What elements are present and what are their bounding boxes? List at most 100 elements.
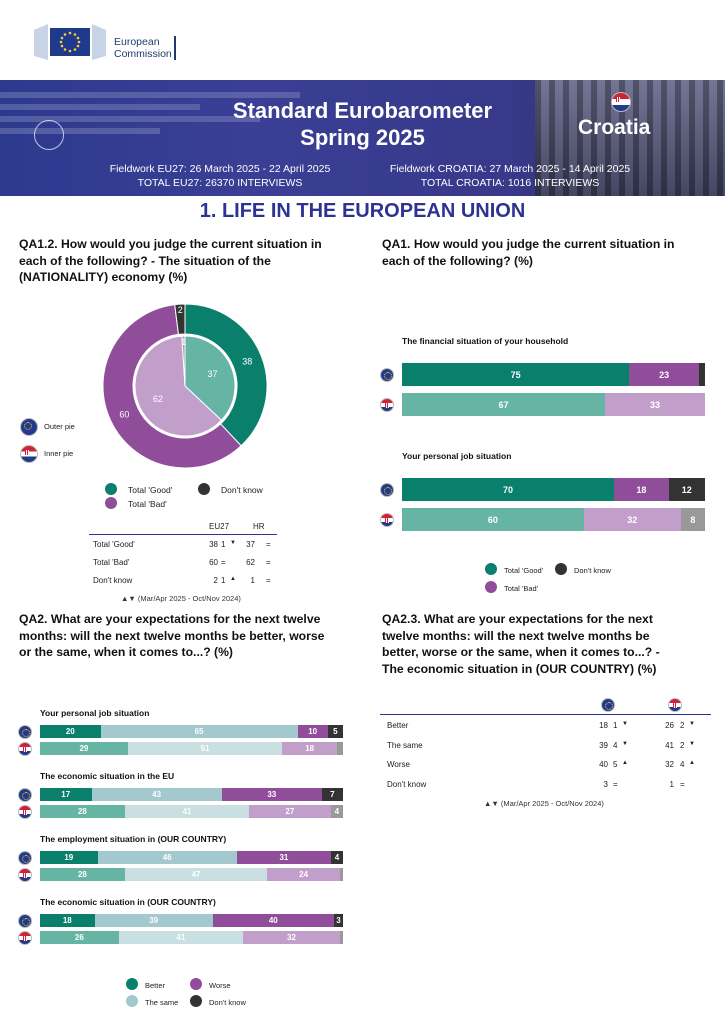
bar-segment-dk: 5 <box>327 725 343 738</box>
fieldwork-hr: Fieldwork CROATIA: 27 March 2025 - 14 Ap… <box>380 162 640 190</box>
hr-stacked-bar: 67 33 <box>402 393 705 416</box>
banner-title-line1: Standard Eurobarometer <box>232 98 493 123</box>
bar-segment-bad: 32 <box>583 508 681 531</box>
qa12-line3: (NATIONALITY) economy (%) <box>19 270 188 284</box>
eu-flag-icon <box>601 698 615 712</box>
fieldwork-eu-total: TOTAL EU27: 26370 INTERVIEWS <box>137 177 303 189</box>
bar-segment-good: 60 <box>402 508 584 531</box>
bar-segment-same: 46 <box>97 851 237 864</box>
eu-flag-icon <box>18 787 32 802</box>
table-cell: ▼ <box>689 721 695 727</box>
table-row-label: Total 'Good' <box>93 540 135 549</box>
qa2-legend-dk-label: Don't know <box>209 998 246 1007</box>
bar-segment-same: 51 <box>127 742 283 755</box>
bar-segment-better: 28 <box>40 868 125 881</box>
inner-slice-label: 37 <box>208 369 218 379</box>
qa12-question: QA1.2. How would you judge the current s… <box>19 236 359 286</box>
table-cell: 62 <box>246 558 255 567</box>
croatia-flag-icon <box>18 867 32 882</box>
qa1-legend-dk-label: Don't know <box>574 566 611 575</box>
qa1-line2: each of the following? (%) <box>382 253 533 268</box>
table-cell: ▼ <box>689 740 695 747</box>
banner-stripe <box>0 128 160 134</box>
banner-country: Croatia <box>578 116 651 139</box>
bar-segment-worse: 24 <box>267 868 340 881</box>
table-cell: = <box>266 576 271 585</box>
eu-stacked-bar: 70 18 12 <box>402 478 705 501</box>
eu-stacked-bar: 20 65 10 5 <box>40 725 343 738</box>
table-cell: ▼ <box>622 721 628 727</box>
inner-slice-label: 62 <box>153 394 163 404</box>
qa23-table-rule <box>380 714 711 715</box>
qa12-col-hr: HR <box>253 522 265 531</box>
bar-segment-better: 28 <box>40 805 125 818</box>
table-cell: 39 <box>599 740 608 750</box>
qa1-legend-good-swatch <box>485 563 497 575</box>
bar-segment-dk: 12 <box>668 478 705 501</box>
bar-segment-worse: 18 <box>282 742 337 755</box>
table-cell: 60 <box>209 558 218 567</box>
bar-segment-worse: 40 <box>212 914 334 927</box>
table-cell: 1 <box>221 576 226 585</box>
inner-slice <box>181 335 186 387</box>
table-cell: 41 <box>665 740 674 750</box>
header-banner: Standard Eurobarometer Spring 2025 Croat… <box>0 80 725 196</box>
eu-flag-icon <box>18 850 32 865</box>
croatia-flag-icon <box>611 92 631 112</box>
chart-item-title: The financial situation of your househol… <box>402 336 569 346</box>
bar-segment-dk <box>336 742 343 755</box>
legend-bad-swatch <box>105 497 117 509</box>
hr-stacked-bar: 28 41 27 4 <box>40 805 343 818</box>
croatia-flag-icon <box>380 397 394 412</box>
fieldwork-hr-dates: Fieldwork CROATIA: 27 March 2025 - 14 Ap… <box>389 163 631 175</box>
croatia-flag-icon <box>20 445 38 463</box>
table-cell: 38 <box>209 540 218 549</box>
croatia-flag-icon <box>668 698 682 712</box>
table-row-label: Better <box>387 721 409 730</box>
chart-item-title: The employment situation in (OUR COUNTRY… <box>40 834 227 844</box>
legend-dk-label: Don't know <box>221 485 263 495</box>
table-cell: 1 <box>613 721 618 730</box>
qa23-line4: The economic situation in (OUR COUNTRY) … <box>382 661 657 676</box>
hr-stacked-bar: 60 32 8 <box>402 508 705 531</box>
croatia-flag-icon <box>380 512 394 527</box>
table-cell: = <box>613 779 618 789</box>
bar-segment-worse: 10 <box>297 725 328 738</box>
table-cell: = <box>266 558 271 567</box>
qa2-legend-worse-swatch <box>190 978 202 990</box>
qa2-line3: or the same, when it comes to...? (%) <box>19 645 233 659</box>
bar-segment-same: 43 <box>91 788 222 801</box>
european-commission-logo: European Commission <box>34 22 184 62</box>
qa23-line3: better, worse or the same, when it comes… <box>382 645 660 659</box>
eu-flag-icon <box>380 482 394 497</box>
eu-stacked-bar: 17 43 33 7 <box>40 788 343 801</box>
outer-slice-label: 60 <box>119 410 129 420</box>
bar-segment-worse: 32 <box>242 931 340 944</box>
eurobarometer-logo-icon <box>34 120 64 150</box>
table-row-label: Don't know <box>387 779 427 789</box>
table-cell: 1 <box>250 576 255 585</box>
table-cell: ▼ <box>622 740 628 747</box>
bar-segment-dk: 7 <box>321 788 343 801</box>
qa23-line2: twelve months: will the next twelve mont… <box>382 628 650 643</box>
legend-good-swatch <box>105 483 117 495</box>
bar-segment-same: 41 <box>124 805 250 818</box>
qa12-col-eu: EU27 <box>209 522 230 531</box>
qa2-legend-better-swatch <box>126 978 138 990</box>
chart-item-title: The economic situation in the EU <box>40 771 175 781</box>
commission-emblem-icon <box>34 24 106 60</box>
hr-stacked-bar: 26 41 32 <box>40 931 343 944</box>
bar-segment-good: 75 <box>402 363 630 386</box>
eu-flag-icon <box>18 724 32 739</box>
outer-slice-label: 38 <box>242 356 252 366</box>
hr-stacked-bar: 29 51 18 <box>40 742 343 755</box>
bar-segment-bad: 33 <box>605 393 705 416</box>
bar-segment-same: 41 <box>118 931 243 944</box>
outer-slice <box>184 303 268 447</box>
outer-pie-label: Outer pie <box>44 422 75 431</box>
croatia-flag-icon <box>18 930 32 945</box>
bar-segment-worse: 27 <box>249 805 331 818</box>
table-row-label: Worse <box>387 760 410 769</box>
qa1-legend-bad-swatch <box>485 581 497 593</box>
chart-item-title: Your personal job situation <box>402 451 512 461</box>
